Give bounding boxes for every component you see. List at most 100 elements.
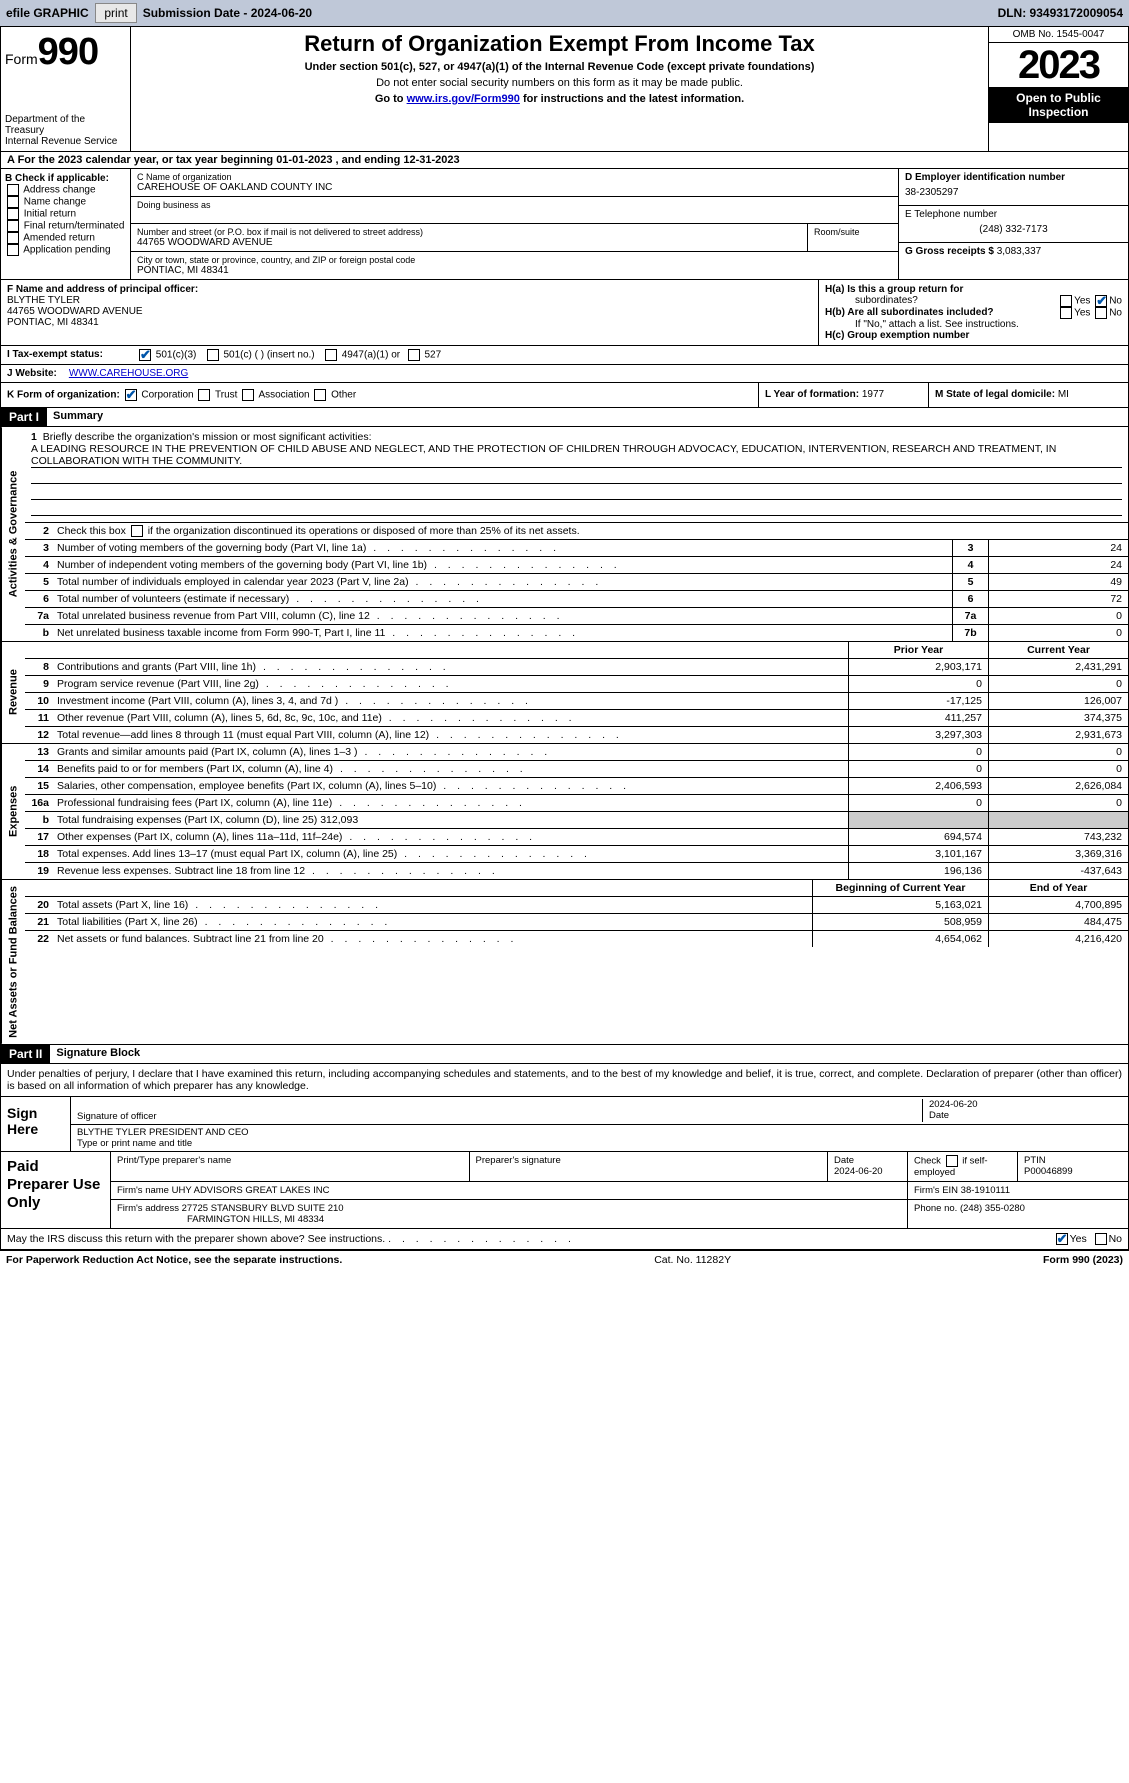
website-link[interactable]: WWW.CAREHOUSE.ORG — [69, 368, 188, 379]
other-check[interactable] — [314, 389, 326, 401]
box-b-item: Name change — [24, 197, 86, 208]
officer-label: F Name and address of principal officer: — [7, 284, 812, 295]
footer-right: Form 990 (2023) — [1043, 1254, 1123, 1266]
header-right: OMB No. 1545-0047 2023 Open to Public In… — [988, 27, 1128, 151]
mission-label: Briefly describe the organization's miss… — [43, 431, 372, 443]
501c-check[interactable] — [207, 349, 219, 361]
ha-no-check[interactable] — [1095, 295, 1107, 307]
firm-ein: 38-1910111 — [961, 1185, 1010, 1196]
sig-date-label: Date — [929, 1110, 1122, 1121]
summary-line: 20Total assets (Part X, line 16)5,163,02… — [25, 897, 1128, 914]
prep-sig-label: Preparer's signature — [476, 1155, 822, 1166]
preparer-label: Paid Preparer Use Only — [1, 1152, 111, 1228]
form-word: Form — [5, 51, 38, 67]
phone-value: (248) 332-7173 — [905, 224, 1122, 235]
irs-label: Internal Revenue Service — [5, 136, 126, 147]
netassets-block: Net Assets or Fund Balances Beginning of… — [1, 880, 1128, 1045]
box-b-check[interactable] — [7, 244, 19, 256]
hc-label: H(c) Group exemption number — [825, 330, 1122, 341]
side-governance: Activities & Governance — [1, 427, 25, 641]
summary-line: 17Other expenses (Part IX, column (A), l… — [25, 829, 1128, 846]
self-emp-pre: Check — [914, 1156, 944, 1167]
firm-addr2: FARMINGTON HILLS, MI 48334 — [187, 1214, 901, 1225]
period-row: A For the 2023 calendar year, or tax yea… — [1, 152, 1128, 169]
firm-addr-label: Firm's address — [117, 1203, 182, 1214]
phone-label: E Telephone number — [905, 209, 1122, 220]
summary-line: 19Revenue less expenses. Subtract line 1… — [25, 863, 1128, 879]
trust-check[interactable] — [198, 389, 210, 401]
box-b-check[interactable] — [7, 208, 19, 220]
officer-city: PONTIAC, MI 48341 — [7, 317, 812, 328]
form-header: Form990 Department of the Treasury Inter… — [1, 27, 1128, 152]
org-name: CAREHOUSE OF OAKLAND COUNTY INC — [137, 182, 892, 193]
form-container: Form990 Department of the Treasury Inter… — [0, 26, 1129, 1251]
box-b-check[interactable] — [7, 184, 19, 196]
row-klm: K Form of organization: Corporation Trus… — [1, 383, 1128, 408]
discuss-yes-check[interactable] — [1056, 1233, 1068, 1245]
box-b-label: B Check if applicable: — [5, 173, 126, 184]
box-b: B Check if applicable: Address change Na… — [1, 169, 131, 279]
summary-line: 7aTotal unrelated business revenue from … — [25, 608, 1128, 625]
4947-check[interactable] — [325, 349, 337, 361]
submission-date: Submission Date - 2024-06-20 — [143, 6, 312, 20]
discuss-no-check[interactable] — [1095, 1233, 1107, 1245]
col-begin: Beginning of Current Year — [812, 880, 988, 896]
box-b-item: Amended return — [23, 233, 95, 244]
summary-line: 15Salaries, other compensation, employee… — [25, 778, 1128, 795]
website-label: J Website: — [1, 365, 63, 382]
hb-yes-check[interactable] — [1060, 307, 1072, 319]
box-d: D Employer identification number 38-2305… — [898, 169, 1128, 279]
box-b-check[interactable] — [7, 196, 19, 208]
firm-name: UHY ADVISORS GREAT LAKES INC — [172, 1185, 330, 1196]
prep-date-label: Date — [834, 1155, 901, 1166]
hb-no-check[interactable] — [1095, 307, 1107, 319]
irs-link[interactable]: www.irs.gov/Form990 — [407, 93, 520, 105]
summary-line: 12Total revenue—add lines 8 through 11 (… — [25, 727, 1128, 743]
firm-name-label: Firm's name — [117, 1185, 172, 1196]
dept-label: Department of the Treasury — [5, 114, 126, 136]
summary-line: 9Program service revenue (Part VIII, lin… — [25, 676, 1128, 693]
corp-check[interactable] — [125, 389, 137, 401]
yes-label: Yes — [1074, 296, 1090, 307]
note2-pre: Go to — [375, 93, 407, 105]
527-check[interactable] — [408, 349, 420, 361]
header-mid: Return of Organization Exempt From Incom… — [131, 27, 988, 151]
summary-line: 21Total liabilities (Part X, line 26)508… — [25, 914, 1128, 931]
box-b-check[interactable] — [7, 220, 19, 232]
line2-text-b: if the organization discontinued its ope… — [148, 525, 580, 537]
summary-line: 14Benefits paid to or for members (Part … — [25, 761, 1128, 778]
form-title: Return of Organization Exempt From Incom… — [139, 31, 980, 57]
street-value: 44765 WOODWARD AVENUE — [137, 237, 801, 248]
top-toolbar: efile GRAPHIC print Submission Date - 20… — [0, 0, 1129, 26]
form-org-label: K Form of organization: — [7, 390, 120, 401]
ein-value: 38-2305297 — [905, 187, 1122, 198]
ptin-label: PTIN — [1024, 1155, 1122, 1166]
col-current: Current Year — [988, 642, 1128, 658]
row-i: I Tax-exempt status: 501(c)(3) 501(c) ( … — [1, 346, 1128, 365]
self-emp-check[interactable] — [946, 1155, 958, 1167]
row-fh: F Name and address of principal officer:… — [1, 280, 1128, 346]
summary-line: 10Investment income (Part VIII, column (… — [25, 693, 1128, 710]
part2-label: Part II — [1, 1045, 50, 1063]
omb-label: OMB No. 1545-0047 — [989, 27, 1128, 43]
form-subtitle: Under section 501(c), 527, or 4947(a)(1)… — [139, 61, 980, 73]
line2-check[interactable] — [131, 525, 143, 537]
mission-text: A LEADING RESOURCE IN THE PREVENTION OF … — [31, 443, 1122, 468]
part2-title: Signature Block — [50, 1045, 146, 1063]
gross-value: 3,083,337 — [997, 246, 1042, 257]
summary-line: 5Total number of individuals employed in… — [25, 574, 1128, 591]
hb-note: If "No," attach a list. See instructions… — [855, 319, 1122, 330]
footer-left: For Paperwork Reduction Act Notice, see … — [6, 1254, 342, 1266]
print-button[interactable]: print — [95, 3, 136, 23]
assoc-check[interactable] — [242, 389, 254, 401]
ein-label: D Employer identification number — [905, 172, 1122, 183]
part1-title: Summary — [47, 408, 109, 426]
ha-yes-check[interactable] — [1060, 295, 1072, 307]
box-b-check[interactable] — [7, 232, 19, 244]
501c3-check[interactable] — [139, 349, 151, 361]
box-b-item: Initial return — [24, 209, 76, 220]
domicile: MI — [1058, 389, 1069, 400]
summary-line: 11Other revenue (Part VIII, column (A), … — [25, 710, 1128, 727]
sign-here-block: Sign Here Signature of officer 2024-06-2… — [1, 1097, 1128, 1152]
no-label: No — [1109, 296, 1122, 307]
